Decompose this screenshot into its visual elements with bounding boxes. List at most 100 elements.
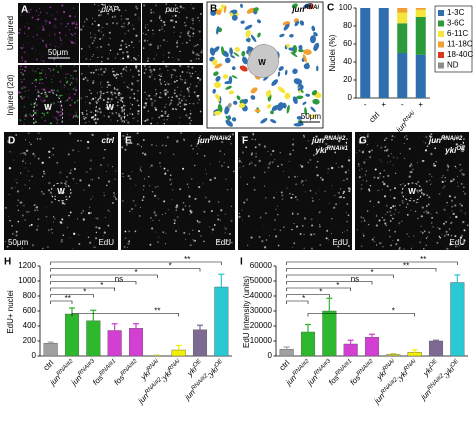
image-speck bbox=[56, 89, 59, 92]
image-speck bbox=[123, 115, 126, 118]
image-speck bbox=[172, 68, 174, 70]
image-speck bbox=[18, 31, 21, 35]
image-speck bbox=[120, 99, 123, 102]
image-speck bbox=[446, 205, 448, 207]
image-speck bbox=[320, 176, 322, 179]
image-speck bbox=[444, 180, 446, 182]
image-speck bbox=[169, 178, 172, 181]
image-speck bbox=[192, 229, 194, 231]
image-speck bbox=[96, 92, 98, 94]
image-speck bbox=[98, 74, 100, 76]
image-speck bbox=[16, 181, 18, 184]
image-speck bbox=[275, 208, 277, 211]
image-speck bbox=[414, 210, 417, 213]
stain-label: EdU bbox=[215, 238, 231, 247]
image-speck bbox=[146, 118, 149, 121]
image-speck bbox=[174, 89, 176, 91]
image-speck bbox=[42, 247, 44, 250]
image-speck bbox=[430, 136, 433, 138]
image-speck bbox=[200, 51, 203, 54]
image-speck bbox=[66, 80, 69, 82]
image-speck bbox=[193, 28, 195, 30]
image-speck bbox=[26, 35, 28, 37]
image-speck bbox=[242, 219, 243, 221]
image-speck bbox=[37, 91, 40, 94]
image-speck bbox=[167, 69, 169, 71]
image-speck bbox=[176, 79, 178, 82]
image-speck bbox=[446, 164, 449, 167]
image-speck bbox=[183, 97, 185, 99]
image-speck bbox=[373, 205, 375, 207]
image-speck bbox=[69, 83, 71, 86]
image-speck bbox=[194, 91, 196, 92]
image-speck bbox=[358, 165, 360, 167]
image-speck bbox=[55, 116, 58, 119]
image-speck bbox=[375, 224, 379, 227]
image-speck bbox=[412, 168, 414, 171]
image-speck bbox=[393, 156, 395, 158]
image-speck bbox=[365, 159, 367, 160]
scale-label: 50μm bbox=[301, 112, 322, 121]
bar bbox=[322, 310, 337, 357]
image-speck bbox=[307, 161, 309, 164]
image-speck bbox=[133, 117, 136, 119]
image-speck bbox=[125, 69, 127, 71]
image-speck bbox=[30, 114, 33, 118]
significance-bracket bbox=[50, 281, 137, 285]
image-speck bbox=[166, 169, 169, 172]
image-speck bbox=[197, 57, 200, 60]
image-background bbox=[121, 132, 235, 250]
image-speck bbox=[101, 86, 103, 88]
image-speck bbox=[251, 138, 253, 140]
image-speck bbox=[156, 122, 158, 124]
image-speck bbox=[433, 162, 435, 165]
image-speck bbox=[71, 22, 74, 25]
image-speck bbox=[69, 97, 71, 99]
image-speck bbox=[19, 95, 23, 98]
image-speck bbox=[415, 189, 417, 191]
error-bar bbox=[390, 353, 397, 355]
nucleus bbox=[290, 51, 298, 58]
image-speck bbox=[359, 169, 361, 171]
image-speck bbox=[70, 74, 72, 76]
image-speck bbox=[333, 206, 336, 209]
label-part: OE bbox=[213, 357, 224, 368]
image-speck bbox=[145, 27, 147, 29]
image-speck bbox=[410, 170, 413, 172]
image-speck bbox=[95, 101, 97, 103]
image-speck bbox=[386, 148, 389, 151]
image-speck bbox=[399, 184, 402, 186]
image-speck bbox=[188, 195, 191, 198]
image-speck bbox=[335, 162, 337, 164]
image-speck bbox=[188, 86, 191, 89]
image-speck bbox=[123, 22, 126, 25]
image-speck bbox=[190, 211, 193, 214]
image-speck bbox=[192, 35, 194, 37]
image-speck bbox=[75, 69, 78, 73]
image-speck bbox=[127, 121, 130, 124]
image-speck bbox=[173, 31, 175, 33]
bar-segment bbox=[397, 53, 408, 98]
image-speck bbox=[73, 7, 75, 9]
image-speck bbox=[64, 54, 66, 56]
image-speck bbox=[442, 222, 446, 225]
image-speck bbox=[312, 198, 314, 200]
image-speck bbox=[446, 201, 448, 204]
image-speck bbox=[125, 119, 128, 122]
image-speck bbox=[102, 34, 105, 36]
image-speck bbox=[96, 99, 99, 102]
image-speck bbox=[445, 230, 448, 233]
image-speck bbox=[21, 97, 24, 100]
y-tick-label: 80 bbox=[343, 21, 352, 30]
image-speck bbox=[85, 58, 88, 60]
image-speck bbox=[211, 139, 213, 141]
image-speck bbox=[8, 194, 10, 196]
image-speck bbox=[101, 31, 103, 33]
image-speck bbox=[199, 79, 201, 81]
image-speck bbox=[325, 142, 328, 146]
image-speck bbox=[158, 162, 161, 164]
image-speck bbox=[300, 181, 303, 184]
image-speck bbox=[154, 100, 156, 102]
image-speck bbox=[196, 95, 199, 97]
image-speck bbox=[217, 201, 220, 203]
